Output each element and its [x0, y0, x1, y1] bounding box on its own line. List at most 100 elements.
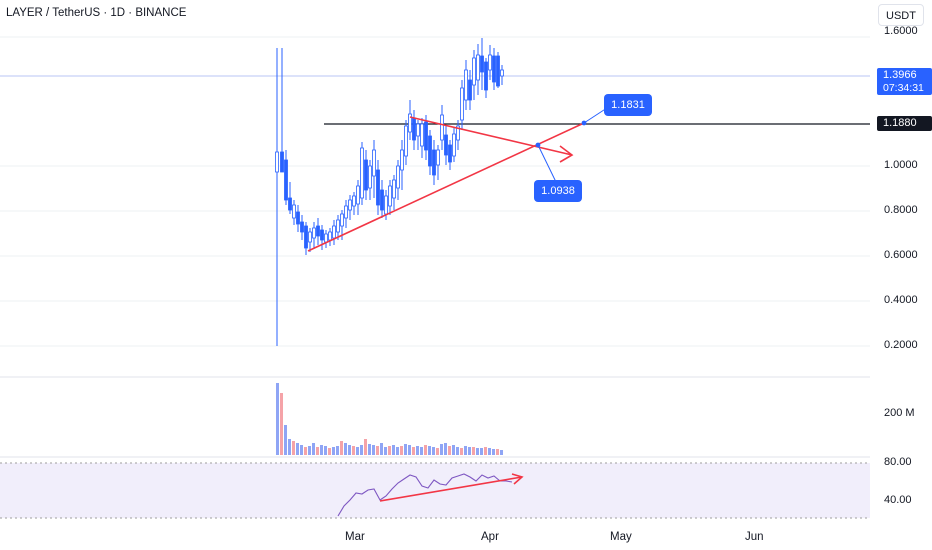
- volume-bar: [392, 445, 395, 455]
- candle-body: [364, 159, 368, 191]
- candle-body: [416, 123, 420, 137]
- rsi-trendline-drawing[interactable]: [379, 473, 524, 502]
- rsi-line: [337, 473, 513, 517]
- volume-bar: [424, 445, 427, 455]
- candle-body: [396, 165, 400, 189]
- price-tick: 0.4000: [884, 294, 918, 306]
- candle-body: [420, 123, 424, 147]
- candle-body: [372, 149, 376, 177]
- volume-bar: [404, 444, 407, 455]
- volume-bar: [456, 447, 459, 455]
- rsi-tick: 80.00: [884, 456, 912, 468]
- volume-bar: [436, 448, 439, 455]
- volume-bar: [492, 449, 495, 455]
- time-tick: Jun: [745, 531, 764, 543]
- volume-bar: [480, 448, 483, 455]
- candle-body: [356, 185, 360, 205]
- volume-tick: 200 M: [884, 407, 915, 419]
- volume-bar: [384, 447, 387, 455]
- candle-body: [484, 61, 488, 91]
- volume-bar: [324, 446, 327, 455]
- candle-body: [320, 229, 324, 241]
- volume-bar: [448, 446, 451, 455]
- level-price-tag: 1.1880: [877, 116, 932, 131]
- volume-bar: [336, 446, 339, 455]
- current-price-value: 1.3966: [883, 69, 917, 81]
- volume-bar: [276, 383, 279, 455]
- volume-bar: [408, 445, 411, 455]
- candle-body: [408, 113, 412, 133]
- candle-body: [312, 227, 316, 239]
- descending-trendline: [409, 116, 573, 156]
- time-tick: Mar: [345, 531, 365, 543]
- volume-bar: [452, 445, 455, 455]
- candle-body: [336, 219, 340, 233]
- volume-bar: [292, 441, 295, 455]
- candle-body: [296, 211, 300, 225]
- candle-body: [332, 225, 336, 239]
- candle-body: [284, 159, 288, 201]
- candle-body: [324, 233, 328, 243]
- volume-bar: [396, 447, 399, 455]
- candle-body: [292, 204, 296, 219]
- candle-body: [400, 149, 404, 171]
- candle-body: [456, 125, 460, 141]
- volume-bar: [340, 441, 343, 455]
- volume-bar: [368, 444, 371, 455]
- price-callout-upper[interactable]: 1.1831: [604, 94, 652, 116]
- candle-body: [392, 179, 396, 199]
- candle-body: [304, 225, 308, 249]
- candle-body: [448, 144, 452, 163]
- volume-bar: [376, 446, 379, 455]
- volume-bar: [316, 447, 319, 455]
- volume-bar: [500, 450, 503, 455]
- price-tick: 1.6000: [884, 25, 918, 37]
- volume-bar: [444, 443, 447, 455]
- candle-body: [316, 225, 320, 237]
- volume-bar: [484, 447, 487, 455]
- price-tick: 1.0000: [884, 159, 918, 171]
- candle-body: [340, 213, 344, 227]
- volume-bar: [304, 447, 307, 455]
- price-callout-lower[interactable]: 1.0938: [534, 180, 582, 202]
- candlestick-series: [275, 38, 504, 346]
- volume-bar: [296, 443, 299, 455]
- candle-body: [452, 133, 456, 157]
- candle-body: [348, 199, 352, 211]
- candle-body: [360, 147, 364, 199]
- candle-body: [328, 231, 332, 241]
- candle-body: [476, 54, 480, 81]
- candle-body: [412, 117, 416, 141]
- candle-body: [376, 169, 380, 206]
- volume-bar: [280, 393, 283, 455]
- symbol-title: LAYER / TetherUS · 1D · BINANCE: [6, 7, 187, 19]
- volume-bar: [372, 445, 375, 455]
- candle-body: [384, 195, 388, 215]
- candle-body: [472, 57, 476, 86]
- rsi-band: [0, 463, 870, 518]
- volume-bar: [472, 447, 475, 455]
- volume-bar: [420, 447, 423, 455]
- volume-bar: [356, 447, 359, 455]
- volume-bar: [312, 443, 315, 455]
- volume-bar: [468, 447, 471, 455]
- candle-body: [280, 151, 284, 173]
- candle-body: [388, 185, 392, 207]
- volume-bar: [344, 443, 347, 455]
- candle-body: [275, 151, 279, 173]
- price-tick: 0.2000: [884, 339, 918, 351]
- candle-body: [308, 231, 312, 243]
- volume-bar: [320, 445, 323, 455]
- candle-body: [440, 114, 444, 141]
- volume-bar: [352, 446, 355, 455]
- candle-body: [428, 135, 432, 167]
- candle-body: [492, 55, 496, 83]
- candle-body: [352, 195, 356, 207]
- current-price-tag: 1.3966 07:34:31: [877, 68, 932, 95]
- volume-bar: [348, 445, 351, 455]
- candle-body: [496, 55, 500, 87]
- volume-bar: [416, 446, 419, 455]
- volume-bar: [288, 439, 291, 455]
- currency-button[interactable]: USDT: [878, 4, 924, 26]
